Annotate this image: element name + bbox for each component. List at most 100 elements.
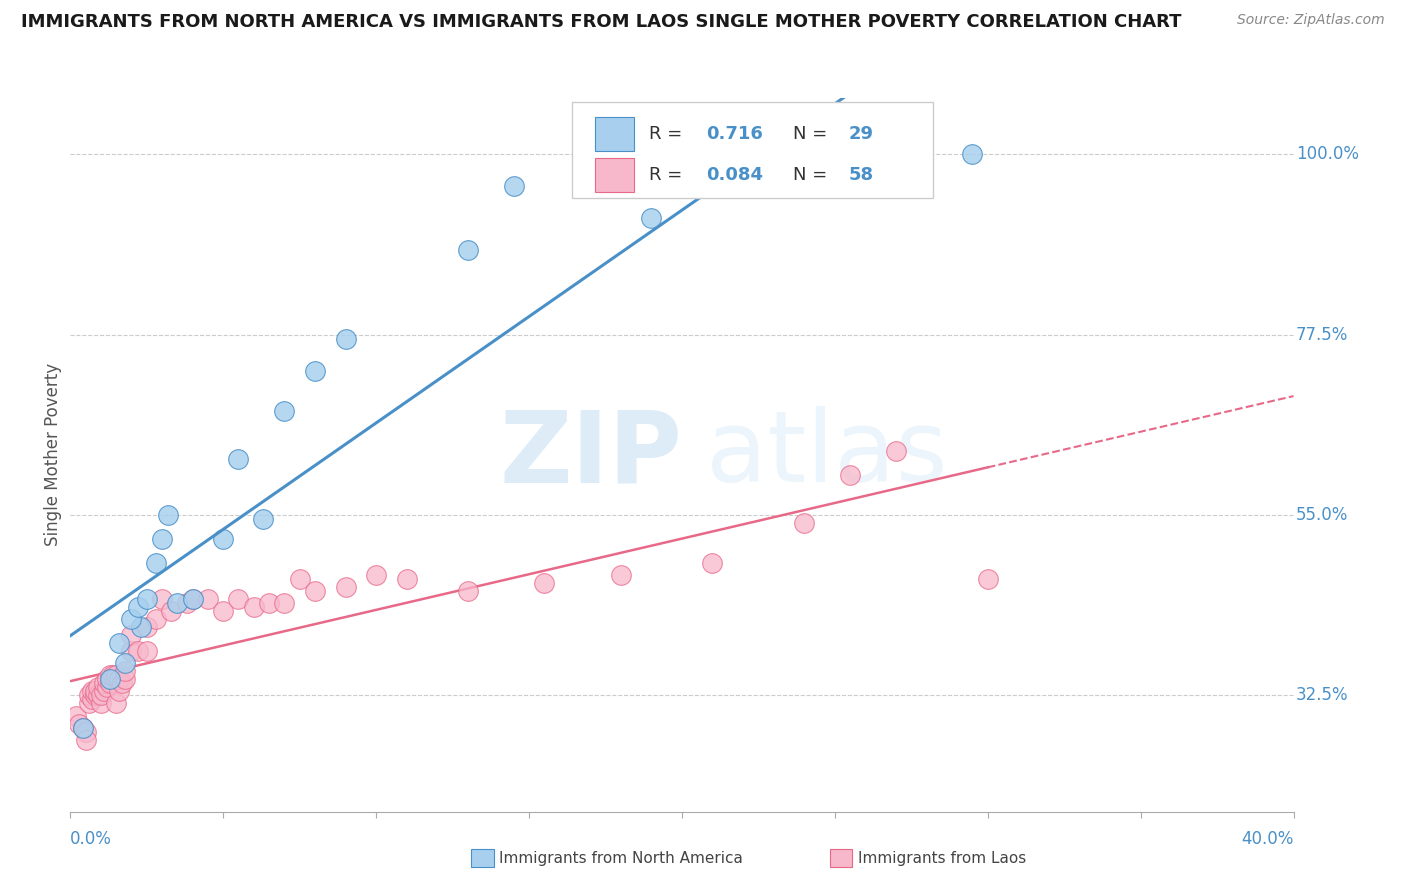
Point [273, 404, 295, 418]
Point [127, 644, 149, 658]
Text: 32.5%: 32.5% [1296, 687, 1348, 705]
Point [135, 644, 157, 658]
Point [96, 673, 118, 687]
Bar [595, 117, 634, 151]
Text: Immigrants from North America: Immigrants from North America [499, 851, 742, 865]
Point [793, 516, 815, 530]
Point [145, 556, 167, 570]
Point [197, 592, 219, 607]
Point [717, 171, 740, 186]
Point [90, 689, 112, 703]
Point [105, 697, 128, 711]
Point [98, 673, 121, 687]
Point [121, 644, 143, 658]
Point [181, 592, 204, 607]
Point [69, 716, 91, 731]
Point [884, 444, 907, 458]
Point [288, 572, 311, 586]
Point [176, 596, 198, 610]
FancyBboxPatch shape [572, 102, 932, 198]
Point [228, 592, 250, 607]
Point [145, 612, 167, 626]
Point [72, 721, 94, 735]
Point [733, 171, 755, 186]
Point [105, 668, 128, 682]
Point [83, 684, 105, 698]
Text: 55.0%: 55.0% [1296, 506, 1348, 524]
Point [252, 512, 274, 526]
Point [717, 159, 740, 173]
Point [962, 147, 984, 161]
Point [80, 692, 103, 706]
Text: 29: 29 [848, 125, 873, 143]
Point [457, 244, 479, 258]
Point [395, 572, 418, 586]
Point [121, 612, 143, 626]
Point [304, 584, 326, 599]
Point [98, 668, 121, 682]
Point [90, 697, 112, 711]
Text: N =: N = [793, 125, 834, 143]
Point [108, 673, 131, 687]
Text: N =: N = [793, 166, 834, 184]
Point [778, 155, 800, 169]
Y-axis label: Single Mother Poverty: Single Mother Poverty [44, 363, 62, 547]
Point [111, 676, 134, 690]
Point [166, 596, 188, 610]
Point [114, 657, 136, 671]
Point [157, 508, 180, 522]
Text: IMMIGRANTS FROM NORTH AMERICA VS IMMIGRANTS FROM LAOS SINGLE MOTHER POVERTY CORR: IMMIGRANTS FROM NORTH AMERICA VS IMMIGRA… [21, 13, 1181, 31]
Point [77, 689, 100, 703]
Point [702, 556, 724, 570]
Point [80, 684, 103, 698]
Point [502, 179, 524, 194]
Point [335, 580, 357, 594]
Point [243, 600, 266, 615]
Bar [595, 158, 634, 192]
Point [762, 167, 785, 181]
Point [93, 676, 115, 690]
Point [129, 620, 152, 634]
Point [75, 724, 97, 739]
Point [87, 689, 110, 703]
Text: R =: R = [650, 166, 688, 184]
Point [83, 689, 105, 703]
Point [733, 159, 755, 173]
Point [72, 721, 94, 735]
Point [114, 665, 136, 679]
Text: R =: R = [650, 125, 688, 143]
Point [87, 681, 110, 695]
Point [108, 636, 131, 650]
Point [366, 568, 388, 582]
Point [96, 681, 118, 695]
Point [127, 600, 149, 615]
Point [93, 684, 115, 698]
Point [640, 211, 662, 226]
Text: 0.716: 0.716 [706, 125, 763, 143]
Point [114, 673, 136, 687]
Point [65, 708, 87, 723]
Point [610, 568, 633, 582]
Text: 40.0%: 40.0% [1241, 830, 1294, 847]
Text: 58: 58 [848, 166, 873, 184]
Text: 0.084: 0.084 [706, 166, 763, 184]
Point [457, 584, 479, 599]
Point [273, 596, 295, 610]
Point [121, 628, 143, 642]
Text: Immigrants from Laos: Immigrants from Laos [858, 851, 1026, 865]
Point [533, 576, 555, 591]
Point [212, 532, 235, 546]
Text: 77.5%: 77.5% [1296, 326, 1348, 343]
Point [108, 684, 131, 698]
Point [976, 572, 998, 586]
Point [839, 467, 862, 482]
Point [98, 676, 121, 690]
Point [135, 620, 157, 634]
Point [257, 596, 280, 610]
Point [150, 532, 173, 546]
Point [335, 332, 357, 346]
Text: atlas: atlas [706, 407, 948, 503]
Text: 0.0%: 0.0% [70, 830, 112, 847]
Text: 100.0%: 100.0% [1296, 145, 1360, 163]
Point [75, 732, 97, 747]
